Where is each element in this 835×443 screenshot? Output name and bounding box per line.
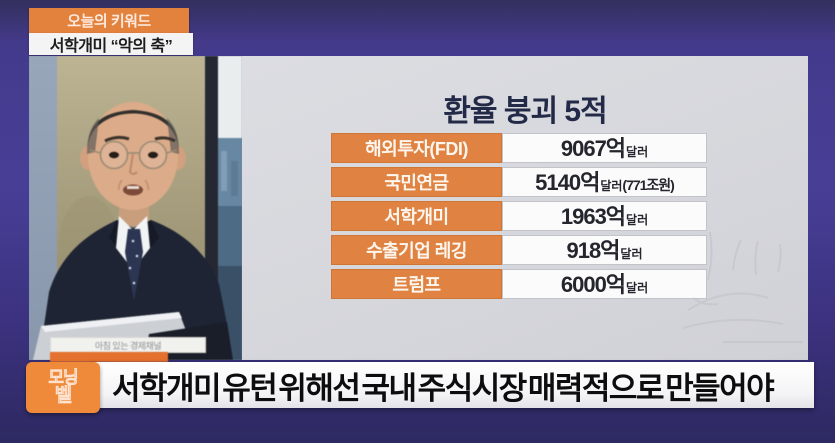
tie xyxy=(125,229,143,301)
studio-window-cityscape xyxy=(218,56,242,360)
headline-banner: 서학개미 유턴 위해선 국내 주식시장 매력적으로 만들어야 xyxy=(90,362,814,408)
exchange-table: 해외투자(FDI) 9067억 달러 국민연금 5140억 달러 (771조원) 서학… xyxy=(331,133,707,303)
keyword-banner: 오늘의 키워드 xyxy=(29,8,189,33)
row-value-cell: 9067억 달러 xyxy=(502,133,707,163)
row-value-cell: 6000억 달러 xyxy=(502,269,707,299)
program-logo-line1: 모닝 xyxy=(48,367,79,387)
headline-text: 서학개미 유턴 위해선 국내 주식시장 매력적으로 만들어야 xyxy=(112,370,775,406)
row-label-cell: 서학개미 xyxy=(331,201,502,231)
channel-tag-text: 아침 있는 경제채널 xyxy=(94,340,162,351)
anchor-person-illustration xyxy=(29,56,242,360)
table-row: 수출기업 레깅 918억 달러 xyxy=(331,235,707,265)
slide-panel: 환율 붕괴 5적 해외투자(FDI) 9067억 달러 국민연금 5140억 달러(… xyxy=(242,56,808,360)
keyword-label: 오늘의 키워드 xyxy=(67,13,151,30)
table-row: 해외투자(FDI) 9067억 달러 xyxy=(331,133,707,163)
slide-title: 환율 붕괴 5적 xyxy=(443,95,607,128)
keyword-value: 서학개미 “악의 축” xyxy=(49,38,173,55)
program-logo: 모닝 벨 xyxy=(26,362,100,413)
table-row: 국민연금 5140억 달러 (771조원) xyxy=(331,167,707,197)
row-value-cell: 918억 달러 xyxy=(502,235,707,265)
keyword-sub-banner: 서학개미 “악의 축” xyxy=(29,33,193,55)
row-label-cell: 트럼프 xyxy=(331,269,502,299)
table-row: 트럼프 6000억 달러 xyxy=(331,269,707,299)
row-label-cell: 수출기업 레깅 xyxy=(331,235,502,265)
table-row: 서학개미 1963억 달러 xyxy=(331,201,707,231)
channel-tag: 아침 있는 경제채널 xyxy=(50,337,206,353)
faint-sketch-decoration xyxy=(682,231,803,343)
program-logo-line2: 벨 xyxy=(54,385,72,407)
channel-logo-strip xyxy=(50,352,168,362)
row-value-cell: 1963억 달러 xyxy=(502,201,707,231)
row-value-cell: 5140억 달러 (771조원) xyxy=(502,167,707,197)
row-label-cell: 해외투자(FDI) xyxy=(331,133,502,163)
studio-photo xyxy=(29,56,242,360)
row-label-cell: 국민연금 xyxy=(331,167,502,197)
